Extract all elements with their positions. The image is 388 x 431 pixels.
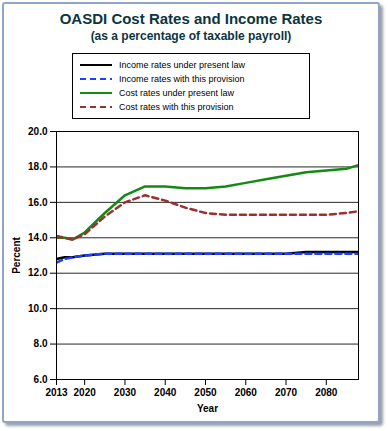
svg-text:Year: Year: [197, 403, 218, 414]
svg-text:2020: 2020: [74, 387, 97, 398]
svg-text:2050: 2050: [194, 387, 217, 398]
svg-text:2040: 2040: [154, 387, 177, 398]
svg-text:2080: 2080: [315, 387, 338, 398]
html-text:Cost rates under present law: Cost rates under present law: [119, 88, 235, 98]
svg-text:2030: 2030: [114, 387, 137, 398]
html-text:Cost rates with this provision: Cost rates with this provision: [119, 102, 234, 112]
svg-text:14.0: 14.0: [28, 232, 48, 243]
html-text:(as a percentage of taxable pa: (as a percentage of taxable payroll): [90, 29, 292, 43]
svg-text:12.0: 12.0: [28, 267, 48, 278]
svg-text:8.0: 8.0: [34, 338, 48, 349]
svg-text:2060: 2060: [235, 387, 258, 398]
svg-text:Percent: Percent: [11, 236, 22, 273]
svg-text:2013: 2013: [45, 387, 68, 398]
svg-text:20.0: 20.0: [28, 126, 48, 137]
html-text:Income rates under present law: Income rates under present law: [119, 60, 246, 70]
html-text:Income rates with this provisi: Income rates with this provision: [119, 74, 245, 84]
svg-text:2070: 2070: [275, 387, 298, 398]
svg-text:10.0: 10.0: [28, 303, 48, 314]
svg-text:6.0: 6.0: [34, 374, 48, 385]
svg-text:16.0: 16.0: [28, 197, 48, 208]
html-text:OASDI Cost Rates and Income Ra: OASDI Cost Rates and Income Rates: [59, 10, 323, 27]
svg-text:18.0: 18.0: [28, 161, 48, 172]
